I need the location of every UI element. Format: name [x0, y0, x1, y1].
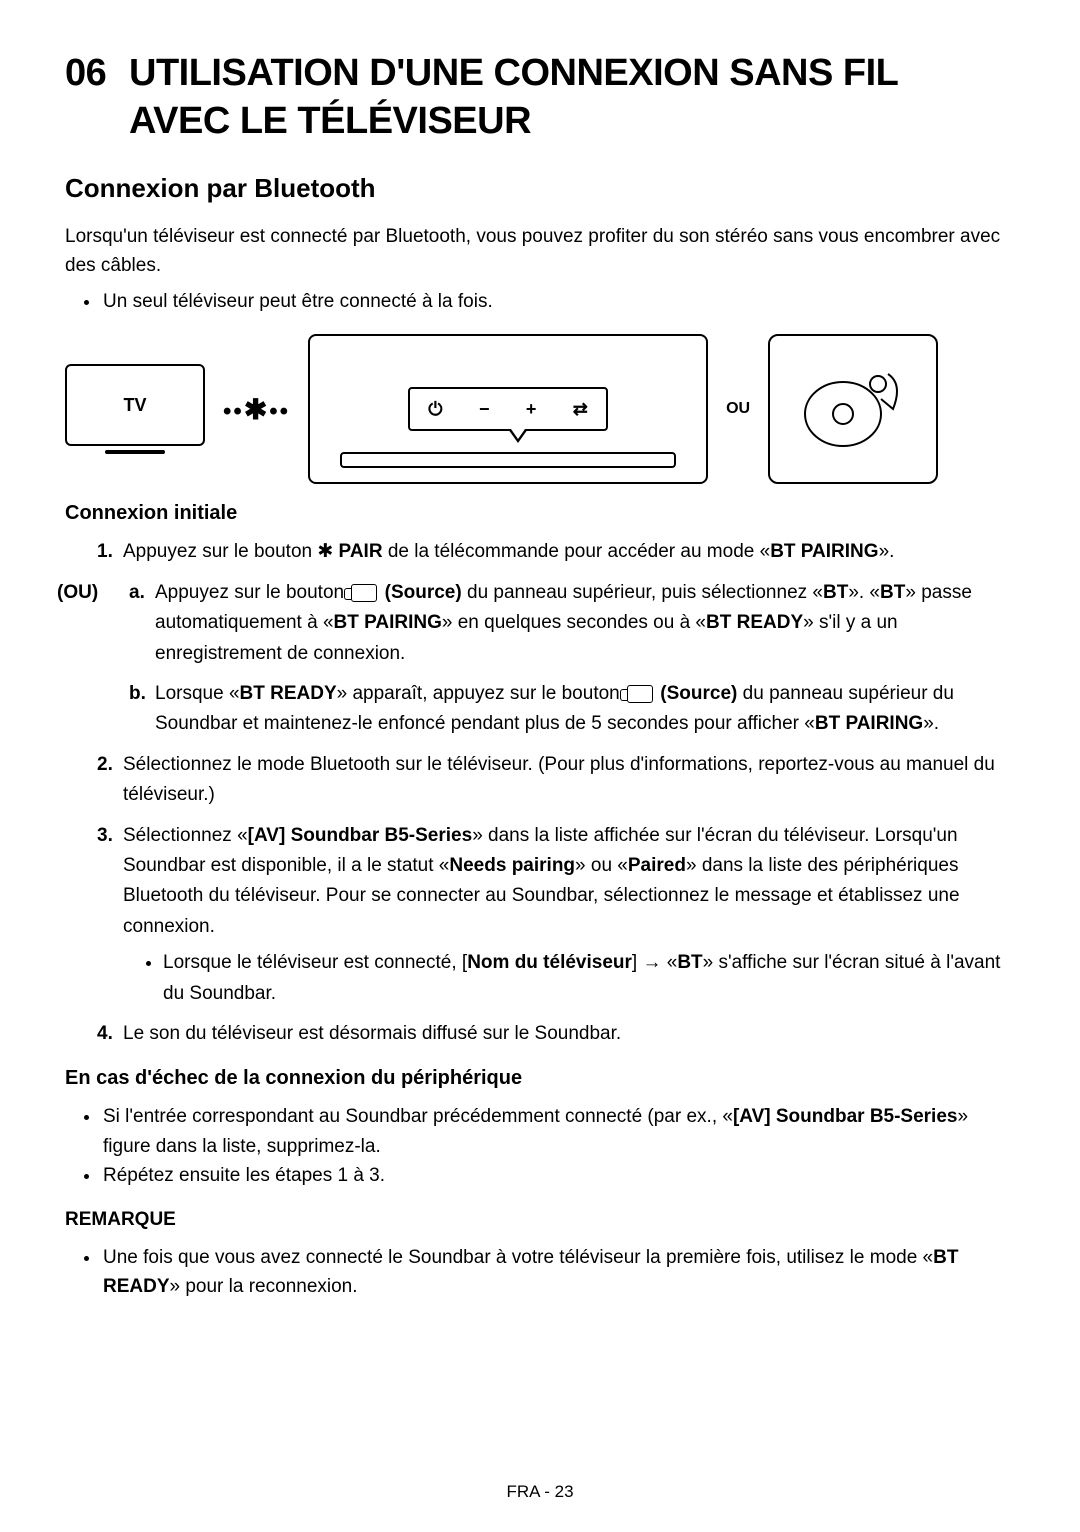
connection-diagram: TV ••✱•• ⏻ − + ⇄ OU	[65, 334, 1015, 484]
steps-list: 1. Appuyez sur le bouton ✱ PAIR de la té…	[65, 537, 1015, 1049]
source-icon	[351, 584, 377, 602]
step-or: (OU) a. Appuyez sur le bouton (Source) d…	[97, 578, 1015, 740]
list-item: Une fois que vous avez connecté le Sound…	[101, 1243, 1015, 1302]
hand-remote-icon	[793, 359, 913, 459]
step-number: 4.	[97, 1019, 113, 1049]
page-footer: FRA - 23	[0, 1482, 1080, 1502]
step-number: 3.	[97, 821, 113, 851]
tv-diagram: TV	[65, 364, 205, 454]
step-number: 2.	[97, 750, 113, 780]
alpha-label: a.	[129, 578, 145, 608]
list-item: Un seul téléviseur peut être connecté à …	[101, 287, 1015, 316]
or-label: OU	[726, 400, 750, 418]
power-icon: ⏻	[428, 399, 442, 420]
step-3: 3. Sélectionnez «[AV] Soundbar B5-Series…	[97, 821, 1015, 1009]
step-b: b. Lorsque «BT READY» apparaît, appuyez …	[129, 679, 1015, 740]
failure-list: Si l'entrée correspondant au Soundbar pr…	[65, 1102, 1015, 1190]
section-title: 06UTILISATION D'UNE CONNEXION SANS FIL A…	[65, 50, 1015, 145]
source-icon	[627, 685, 653, 703]
tv-stand	[105, 450, 165, 454]
step-3-sublist: Lorsque le téléviseur est connecté, [Nom…	[123, 948, 1015, 1009]
list-item: Lorsque le téléviseur est connecté, [Nom…	[163, 948, 1015, 1009]
step-a: a. Appuyez sur le bouton (Source) du pan…	[129, 578, 1015, 669]
subsection-title: Connexion par Bluetooth	[65, 173, 1015, 204]
title-line-2: AVEC LE TÉLÉVISEUR	[65, 98, 1015, 146]
remark-list: Une fois que vous avez connecté le Sound…	[65, 1243, 1015, 1302]
title-line-1: UTILISATION D'UNE CONNEXION SANS FIL	[129, 52, 898, 94]
bluetooth-pair-icon: ✱	[317, 537, 333, 567]
step-number: 1.	[97, 537, 113, 567]
bluetooth-icon: ••✱••	[223, 393, 290, 426]
initial-connection-heading: Connexion initiale	[65, 502, 1015, 525]
step-4: 4. Le son du téléviseur est désormais di…	[97, 1019, 1015, 1049]
tv-box: TV	[65, 364, 205, 446]
plus-icon: +	[526, 399, 537, 420]
source-switch-icon: ⇄	[573, 399, 588, 420]
intro-bullets: Un seul téléviseur peut être connecté à …	[65, 287, 1015, 316]
callout-tail	[508, 429, 528, 443]
alpha-label: b.	[129, 679, 146, 709]
remark-heading: REMARQUE	[65, 1209, 1015, 1231]
intro-text: Lorsqu'un téléviseur est connecté par Bl…	[65, 222, 1015, 281]
soundbar-diagram: ⏻ − + ⇄	[308, 334, 708, 484]
soundbar-base	[340, 452, 676, 468]
list-item: Si l'entrée correspondant au Soundbar pr…	[101, 1102, 1015, 1161]
list-item: Répétez ensuite les étapes 1 à 3.	[101, 1161, 1015, 1190]
step-2: 2. Sélectionnez le mode Bluetooth sur le…	[97, 750, 1015, 811]
failure-heading: En cas d'échec de la connexion du périph…	[65, 1067, 1015, 1090]
step-1: 1. Appuyez sur le bouton ✱ PAIR de la té…	[97, 537, 1015, 568]
alpha-list: a. Appuyez sur le bouton (Source) du pan…	[97, 578, 1015, 740]
or-prefix: (OU)	[57, 578, 107, 608]
remote-diagram	[768, 334, 938, 484]
tv-label: TV	[123, 395, 146, 416]
soundbar-controls: ⏻ − + ⇄	[408, 387, 608, 431]
minus-icon: −	[479, 399, 490, 420]
section-number: 06	[65, 50, 129, 98]
